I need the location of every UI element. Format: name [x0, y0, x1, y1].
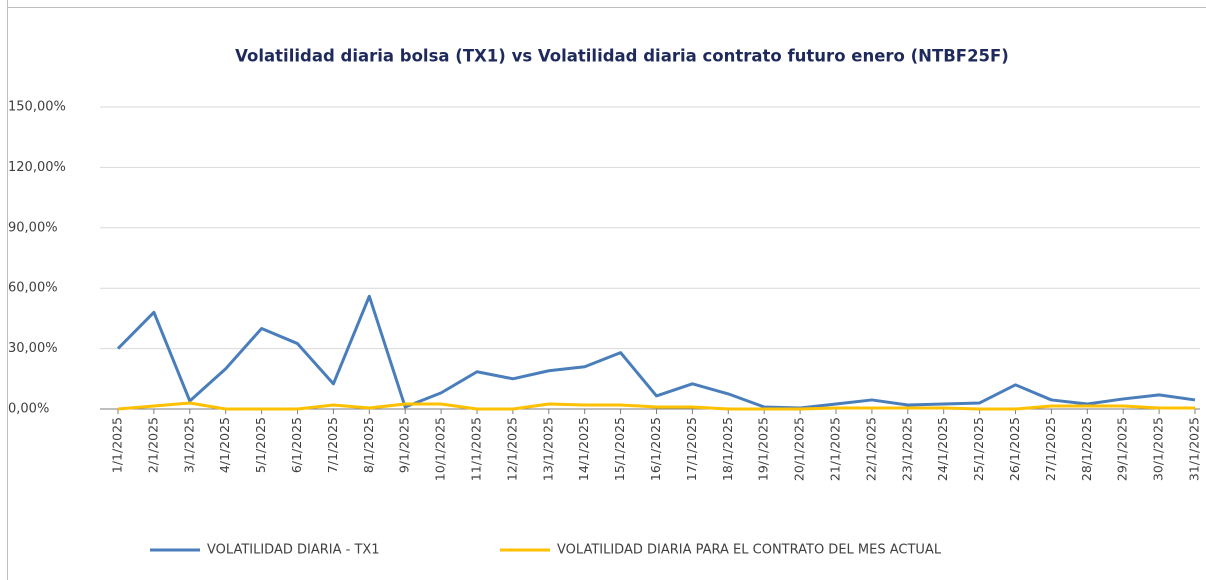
- x-tick-label: 23/1/2025: [899, 417, 914, 481]
- x-tick-label: 20/1/2025: [792, 417, 807, 481]
- y-tick-label: 120,00%: [8, 160, 66, 175]
- y-tick-label: 150,00%: [8, 100, 66, 115]
- x-tick-label: 31/1/2025: [1187, 417, 1202, 481]
- x-tick-label: 27/1/2025: [1043, 417, 1058, 481]
- chart-title: Volatilidad diaria bolsa (TX1) vs Volati…: [235, 47, 1009, 66]
- x-tick-label: 18/1/2025: [720, 417, 735, 481]
- y-tick-label: 90,00%: [8, 220, 58, 235]
- x-tick-label: 25/1/2025: [971, 417, 986, 481]
- x-tick-label: 28/1/2025: [1079, 417, 1094, 481]
- x-tick-label: 24/1/2025: [935, 417, 950, 481]
- x-tick-label: 1/1/2025: [110, 417, 125, 473]
- x-tick-label: 5/1/2025: [253, 417, 268, 473]
- x-tick-label: 26/1/2025: [1007, 417, 1022, 481]
- x-tick-label: 14/1/2025: [576, 417, 591, 481]
- legend-label: VOLATILIDAD DIARIA PARA EL CONTRATO DEL …: [557, 543, 942, 558]
- y-tick-label: 0,00%: [8, 402, 49, 417]
- x-tick-label: 8/1/2025: [361, 417, 376, 473]
- x-tick-label: 22/1/2025: [863, 417, 878, 481]
- x-tick-label: 7/1/2025: [325, 417, 340, 473]
- y-tick-label: 30,00%: [8, 341, 58, 356]
- x-tick-label: 4/1/2025: [217, 417, 232, 473]
- x-tick-label: 9/1/2025: [397, 417, 412, 473]
- series-line: [116, 294, 1196, 410]
- x-tick-label: 29/1/2025: [1115, 417, 1130, 481]
- x-tick-label: 17/1/2025: [684, 417, 699, 481]
- x-tick-label: 21/1/2025: [828, 417, 843, 481]
- x-tick-label: 30/1/2025: [1151, 417, 1166, 481]
- series-line: [117, 401, 1195, 411]
- x-tick-label: 13/1/2025: [540, 417, 555, 481]
- x-tick-label: 11/1/2025: [469, 417, 484, 481]
- x-tick-label: 16/1/2025: [648, 417, 663, 481]
- x-tick-label: 6/1/2025: [289, 417, 304, 473]
- x-tick-label: 2/1/2025: [145, 417, 160, 473]
- x-tick-label: 10/1/2025: [433, 417, 448, 481]
- x-tick-label: 19/1/2025: [756, 417, 771, 481]
- legend-label: VOLATILIDAD DIARIA - TX1: [207, 543, 380, 558]
- y-tick-label: 60,00%: [8, 281, 58, 296]
- x-tick-label: 3/1/2025: [181, 417, 196, 473]
- x-tick-label: 12/1/2025: [504, 417, 519, 481]
- x-tick-label: 15/1/2025: [612, 417, 627, 481]
